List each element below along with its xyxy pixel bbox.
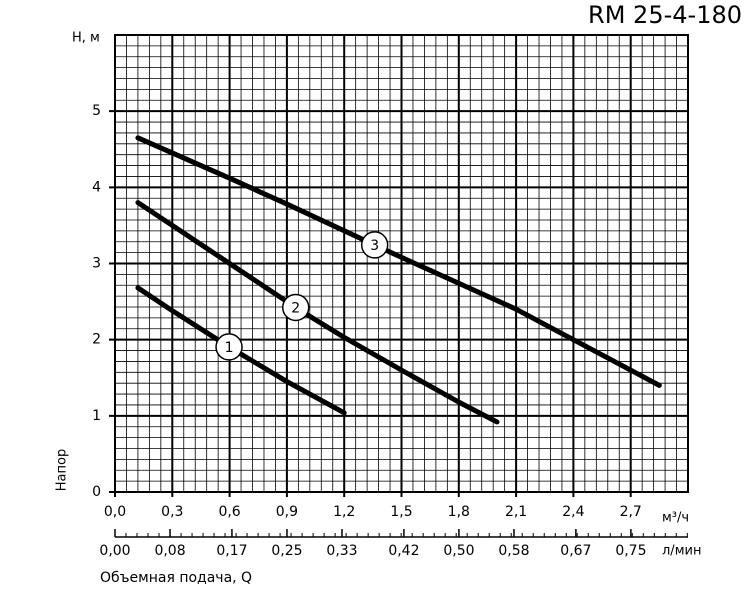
x-tick-label: 1,2 xyxy=(333,504,355,520)
y-axis-title: Напор xyxy=(55,449,70,491)
curve xyxy=(135,135,662,388)
x-tick-label: 2,7 xyxy=(620,504,642,520)
legend-label: 1 xyxy=(225,340,234,356)
x-tick-label: 0,9 xyxy=(276,504,298,520)
x2-tick-label: 0,67 xyxy=(560,543,591,559)
x2-tick-label: 0,58 xyxy=(498,543,529,559)
x-axis-label: м³/ч xyxy=(662,511,689,526)
y-tick-label: 5 xyxy=(92,103,101,119)
y-tick-label: 2 xyxy=(92,332,101,348)
x-tick-label: 0,6 xyxy=(218,504,240,520)
x2-tick-label: 0,50 xyxy=(443,543,474,559)
x-tick-label: 2,1 xyxy=(505,504,527,520)
y-axis-label: H, м xyxy=(72,31,100,46)
legend-label: 3 xyxy=(370,238,379,254)
curve-label-circle xyxy=(360,231,389,259)
x2-tick-label: 0,25 xyxy=(271,543,302,559)
x2-tick-label: 0,17 xyxy=(216,543,247,559)
x-tick-label: 1,8 xyxy=(448,504,470,520)
y-tick-label: 3 xyxy=(92,256,101,272)
x2-axis-label: л/мин xyxy=(662,544,701,559)
x2-tick-label: 0,08 xyxy=(154,543,185,559)
curve xyxy=(135,200,500,425)
x2-tick-label: 0,00 xyxy=(99,543,130,559)
y-tick-label: 1 xyxy=(92,408,101,424)
curve-label-circle xyxy=(281,293,310,322)
x-tick-label: 0,0 xyxy=(104,504,126,520)
x-tick-label: 0,3 xyxy=(161,504,183,520)
curve-label-circle xyxy=(215,333,243,361)
x2-tick-label: 0,33 xyxy=(326,543,357,559)
y-tick-label: 0 xyxy=(92,484,101,500)
chart-title: RM 25-4-180 xyxy=(588,1,742,29)
x2-tick-label: 0,42 xyxy=(388,543,419,559)
x-tick-label: 1,5 xyxy=(390,504,412,520)
x-tick-label: 2,4 xyxy=(562,504,584,520)
x-axis-title: Объемная подача, Q xyxy=(100,570,252,586)
legend-label: 2 xyxy=(291,300,300,316)
y-tick-label: 4 xyxy=(92,179,101,195)
x2-tick-label: 0,75 xyxy=(615,543,646,559)
